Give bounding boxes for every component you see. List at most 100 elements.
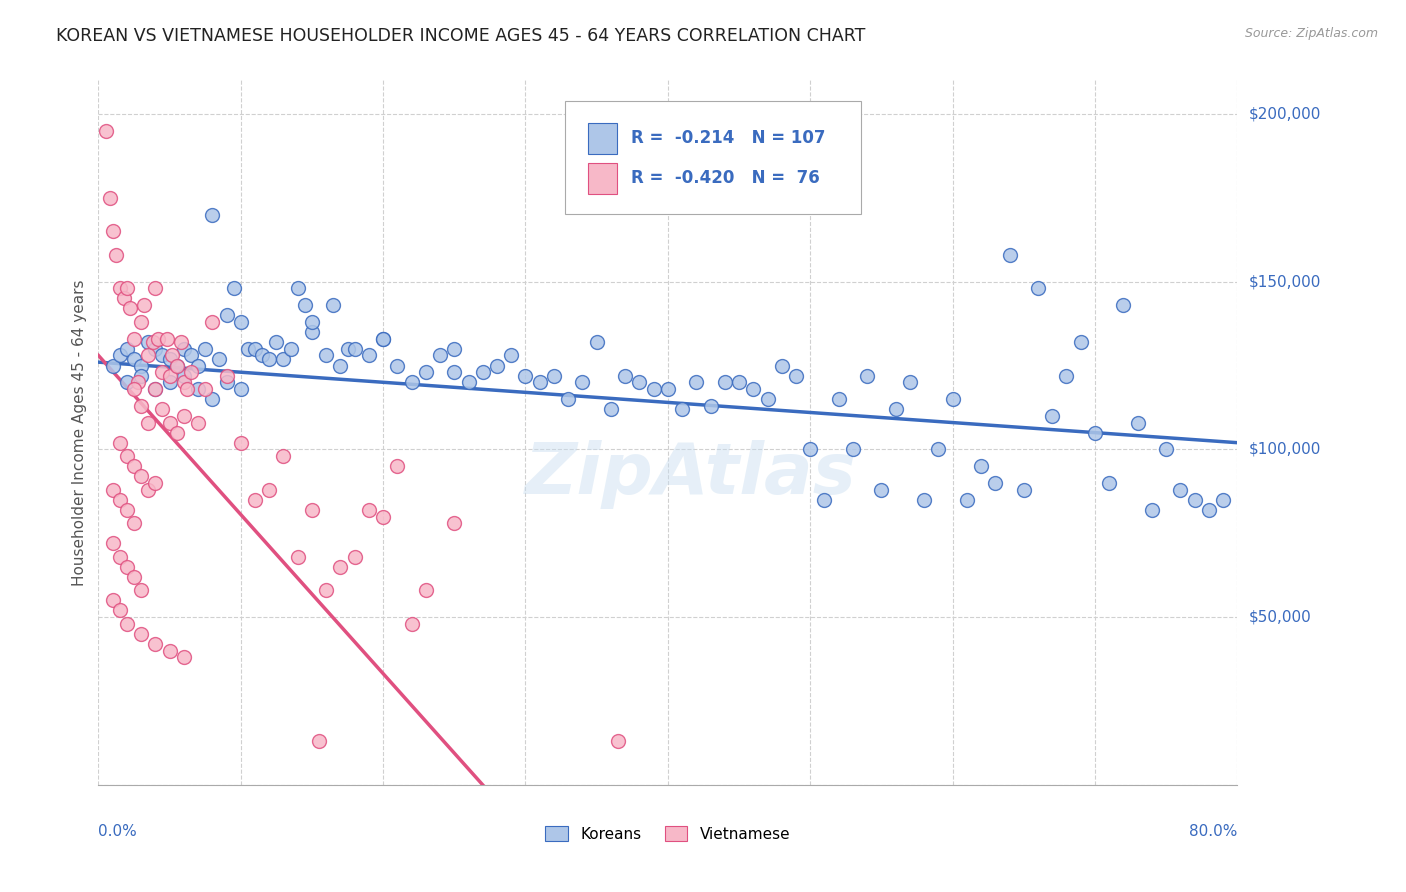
Point bbox=[108, 492, 131, 507]
Point bbox=[127, 376, 149, 390]
Point bbox=[557, 392, 579, 406]
Point bbox=[122, 351, 145, 366]
Point bbox=[145, 475, 167, 490]
Point bbox=[501, 348, 523, 362]
Point bbox=[145, 637, 167, 651]
Point bbox=[401, 376, 423, 390]
Point bbox=[273, 351, 295, 366]
Point bbox=[585, 334, 607, 349]
Point bbox=[112, 292, 135, 306]
Point bbox=[115, 449, 138, 463]
Text: $200,000: $200,000 bbox=[1249, 106, 1320, 121]
Point bbox=[122, 516, 145, 531]
Point bbox=[770, 359, 793, 373]
Point bbox=[159, 416, 181, 430]
Point bbox=[813, 492, 835, 507]
Point bbox=[387, 359, 409, 373]
Point bbox=[1126, 416, 1149, 430]
Point bbox=[828, 392, 851, 406]
Point bbox=[714, 376, 737, 390]
Point bbox=[1170, 483, 1192, 497]
Point bbox=[842, 442, 865, 457]
Point bbox=[1026, 281, 1049, 295]
Point bbox=[162, 348, 184, 362]
Point bbox=[159, 376, 181, 390]
Point bbox=[266, 334, 288, 349]
Point bbox=[643, 382, 665, 396]
Point bbox=[614, 368, 637, 383]
Point bbox=[415, 365, 437, 379]
Point bbox=[129, 627, 152, 641]
Point bbox=[870, 483, 893, 497]
Point bbox=[315, 348, 337, 362]
Text: $100,000: $100,000 bbox=[1249, 442, 1320, 457]
Point bbox=[173, 409, 195, 423]
Point bbox=[671, 402, 693, 417]
Point bbox=[173, 650, 195, 665]
Point bbox=[628, 376, 651, 390]
Point bbox=[176, 382, 198, 396]
Point bbox=[287, 549, 309, 564]
Point bbox=[301, 325, 323, 339]
Text: 0.0%: 0.0% bbox=[98, 824, 138, 838]
Point bbox=[785, 368, 807, 383]
Point bbox=[998, 248, 1021, 262]
Text: R =  -0.420   N =  76: R = -0.420 N = 76 bbox=[631, 169, 820, 186]
Text: $50,000: $50,000 bbox=[1249, 609, 1312, 624]
Point bbox=[132, 298, 155, 312]
Point bbox=[108, 281, 131, 295]
Point bbox=[101, 483, 124, 497]
Point bbox=[194, 382, 217, 396]
Point bbox=[322, 298, 344, 312]
Point bbox=[215, 368, 238, 383]
Point bbox=[229, 435, 252, 450]
Point bbox=[187, 416, 209, 430]
Text: R =  -0.214   N = 107: R = -0.214 N = 107 bbox=[631, 129, 825, 147]
Point bbox=[101, 359, 124, 373]
Point bbox=[443, 365, 465, 379]
Point bbox=[201, 207, 224, 221]
Point bbox=[742, 382, 765, 396]
Point bbox=[515, 368, 537, 383]
Point bbox=[108, 348, 131, 362]
Point bbox=[145, 281, 167, 295]
Point bbox=[166, 359, 188, 373]
Point bbox=[159, 351, 181, 366]
Point bbox=[243, 342, 266, 356]
Point bbox=[927, 442, 949, 457]
Point bbox=[329, 559, 352, 574]
Point bbox=[301, 503, 323, 517]
Text: $150,000: $150,000 bbox=[1249, 274, 1320, 289]
Point bbox=[1098, 475, 1121, 490]
Point bbox=[115, 559, 138, 574]
Point bbox=[215, 308, 238, 322]
Point bbox=[173, 376, 195, 390]
Point bbox=[912, 492, 935, 507]
Point bbox=[159, 368, 181, 383]
Point bbox=[529, 376, 551, 390]
Point bbox=[956, 492, 979, 507]
Point bbox=[180, 365, 202, 379]
Y-axis label: Householder Income Ages 45 - 64 years: Householder Income Ages 45 - 64 years bbox=[72, 279, 87, 586]
Point bbox=[387, 459, 409, 474]
Point bbox=[371, 332, 394, 346]
Point bbox=[336, 342, 359, 356]
Point bbox=[115, 616, 138, 631]
Point bbox=[600, 402, 623, 417]
Point bbox=[699, 399, 721, 413]
Point bbox=[159, 644, 181, 658]
Point bbox=[129, 469, 152, 483]
Point bbox=[129, 399, 152, 413]
Point bbox=[1070, 334, 1092, 349]
Point bbox=[229, 382, 252, 396]
Point bbox=[1056, 368, 1078, 383]
Point bbox=[236, 342, 259, 356]
Legend: Koreans, Vietnamese: Koreans, Vietnamese bbox=[540, 820, 796, 847]
Point bbox=[101, 593, 124, 607]
Point bbox=[984, 475, 1007, 490]
Point bbox=[543, 368, 565, 383]
Point bbox=[152, 402, 174, 417]
Point bbox=[208, 351, 231, 366]
Point bbox=[222, 281, 245, 295]
Point bbox=[166, 359, 188, 373]
